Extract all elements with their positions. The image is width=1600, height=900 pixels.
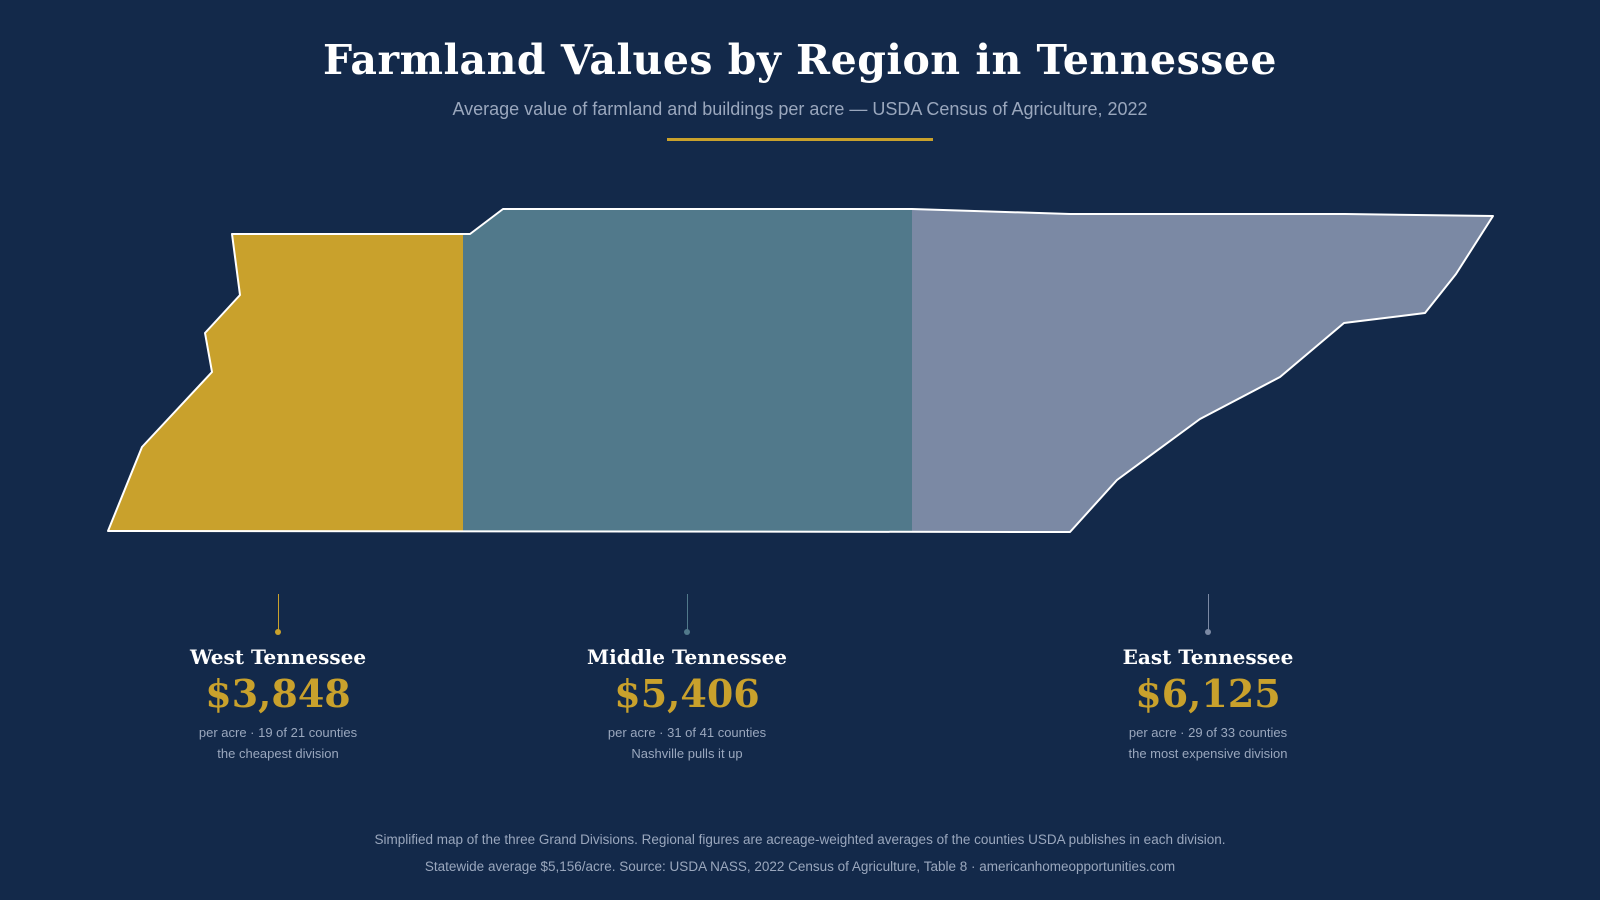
middle-tennessee-region[interactable] [463,209,912,532]
leader-dot [684,629,690,635]
title-underline [667,138,933,141]
state-outline [107,208,1494,533]
region-value: $6,125 [1135,671,1281,716]
page-subtitle: Average value of farmland and buildings … [452,99,1148,119]
footnote-source: Statewide average $5,156/acre. Source: U… [424,859,1176,874]
region-note: the most expensive division [1128,746,1288,761]
leader-line [277,594,279,632]
region-value: $5,406 [614,671,760,716]
region-callout-west: West Tennessee $3,848 per acre · 19 of 2… [128,594,428,764]
page-title: Farmland Values by Region in Tennessee [323,36,1277,84]
region-callout-east: East Tennessee $6,125 per acre · 29 of 3… [1058,594,1358,764]
footnote-method: Simplified map of the three Grand Divisi… [374,832,1226,847]
region-callout-middle: Middle Tennessee $5,406 per acre · 31 of… [537,594,837,764]
region-name: East Tennessee [1122,645,1294,669]
region-detail: per acre · 29 of 33 counties [1128,725,1288,740]
leader-dot [1205,629,1211,635]
region-detail: per acre · 31 of 41 counties [607,725,767,740]
region-value: $3,848 [205,671,351,716]
region-name: Middle Tennessee [586,645,788,669]
region-name: West Tennessee [189,645,367,669]
east-tennessee-region[interactable] [912,209,1493,532]
region-note: Nashville pulls it up [631,746,743,761]
leader-line [686,594,688,632]
leader-line [1207,594,1209,632]
west-tennessee-region[interactable] [108,234,463,532]
region-detail: per acre · 19 of 21 counties [198,725,358,740]
region-note: the cheapest division [217,746,339,761]
leader-dot [275,629,281,635]
